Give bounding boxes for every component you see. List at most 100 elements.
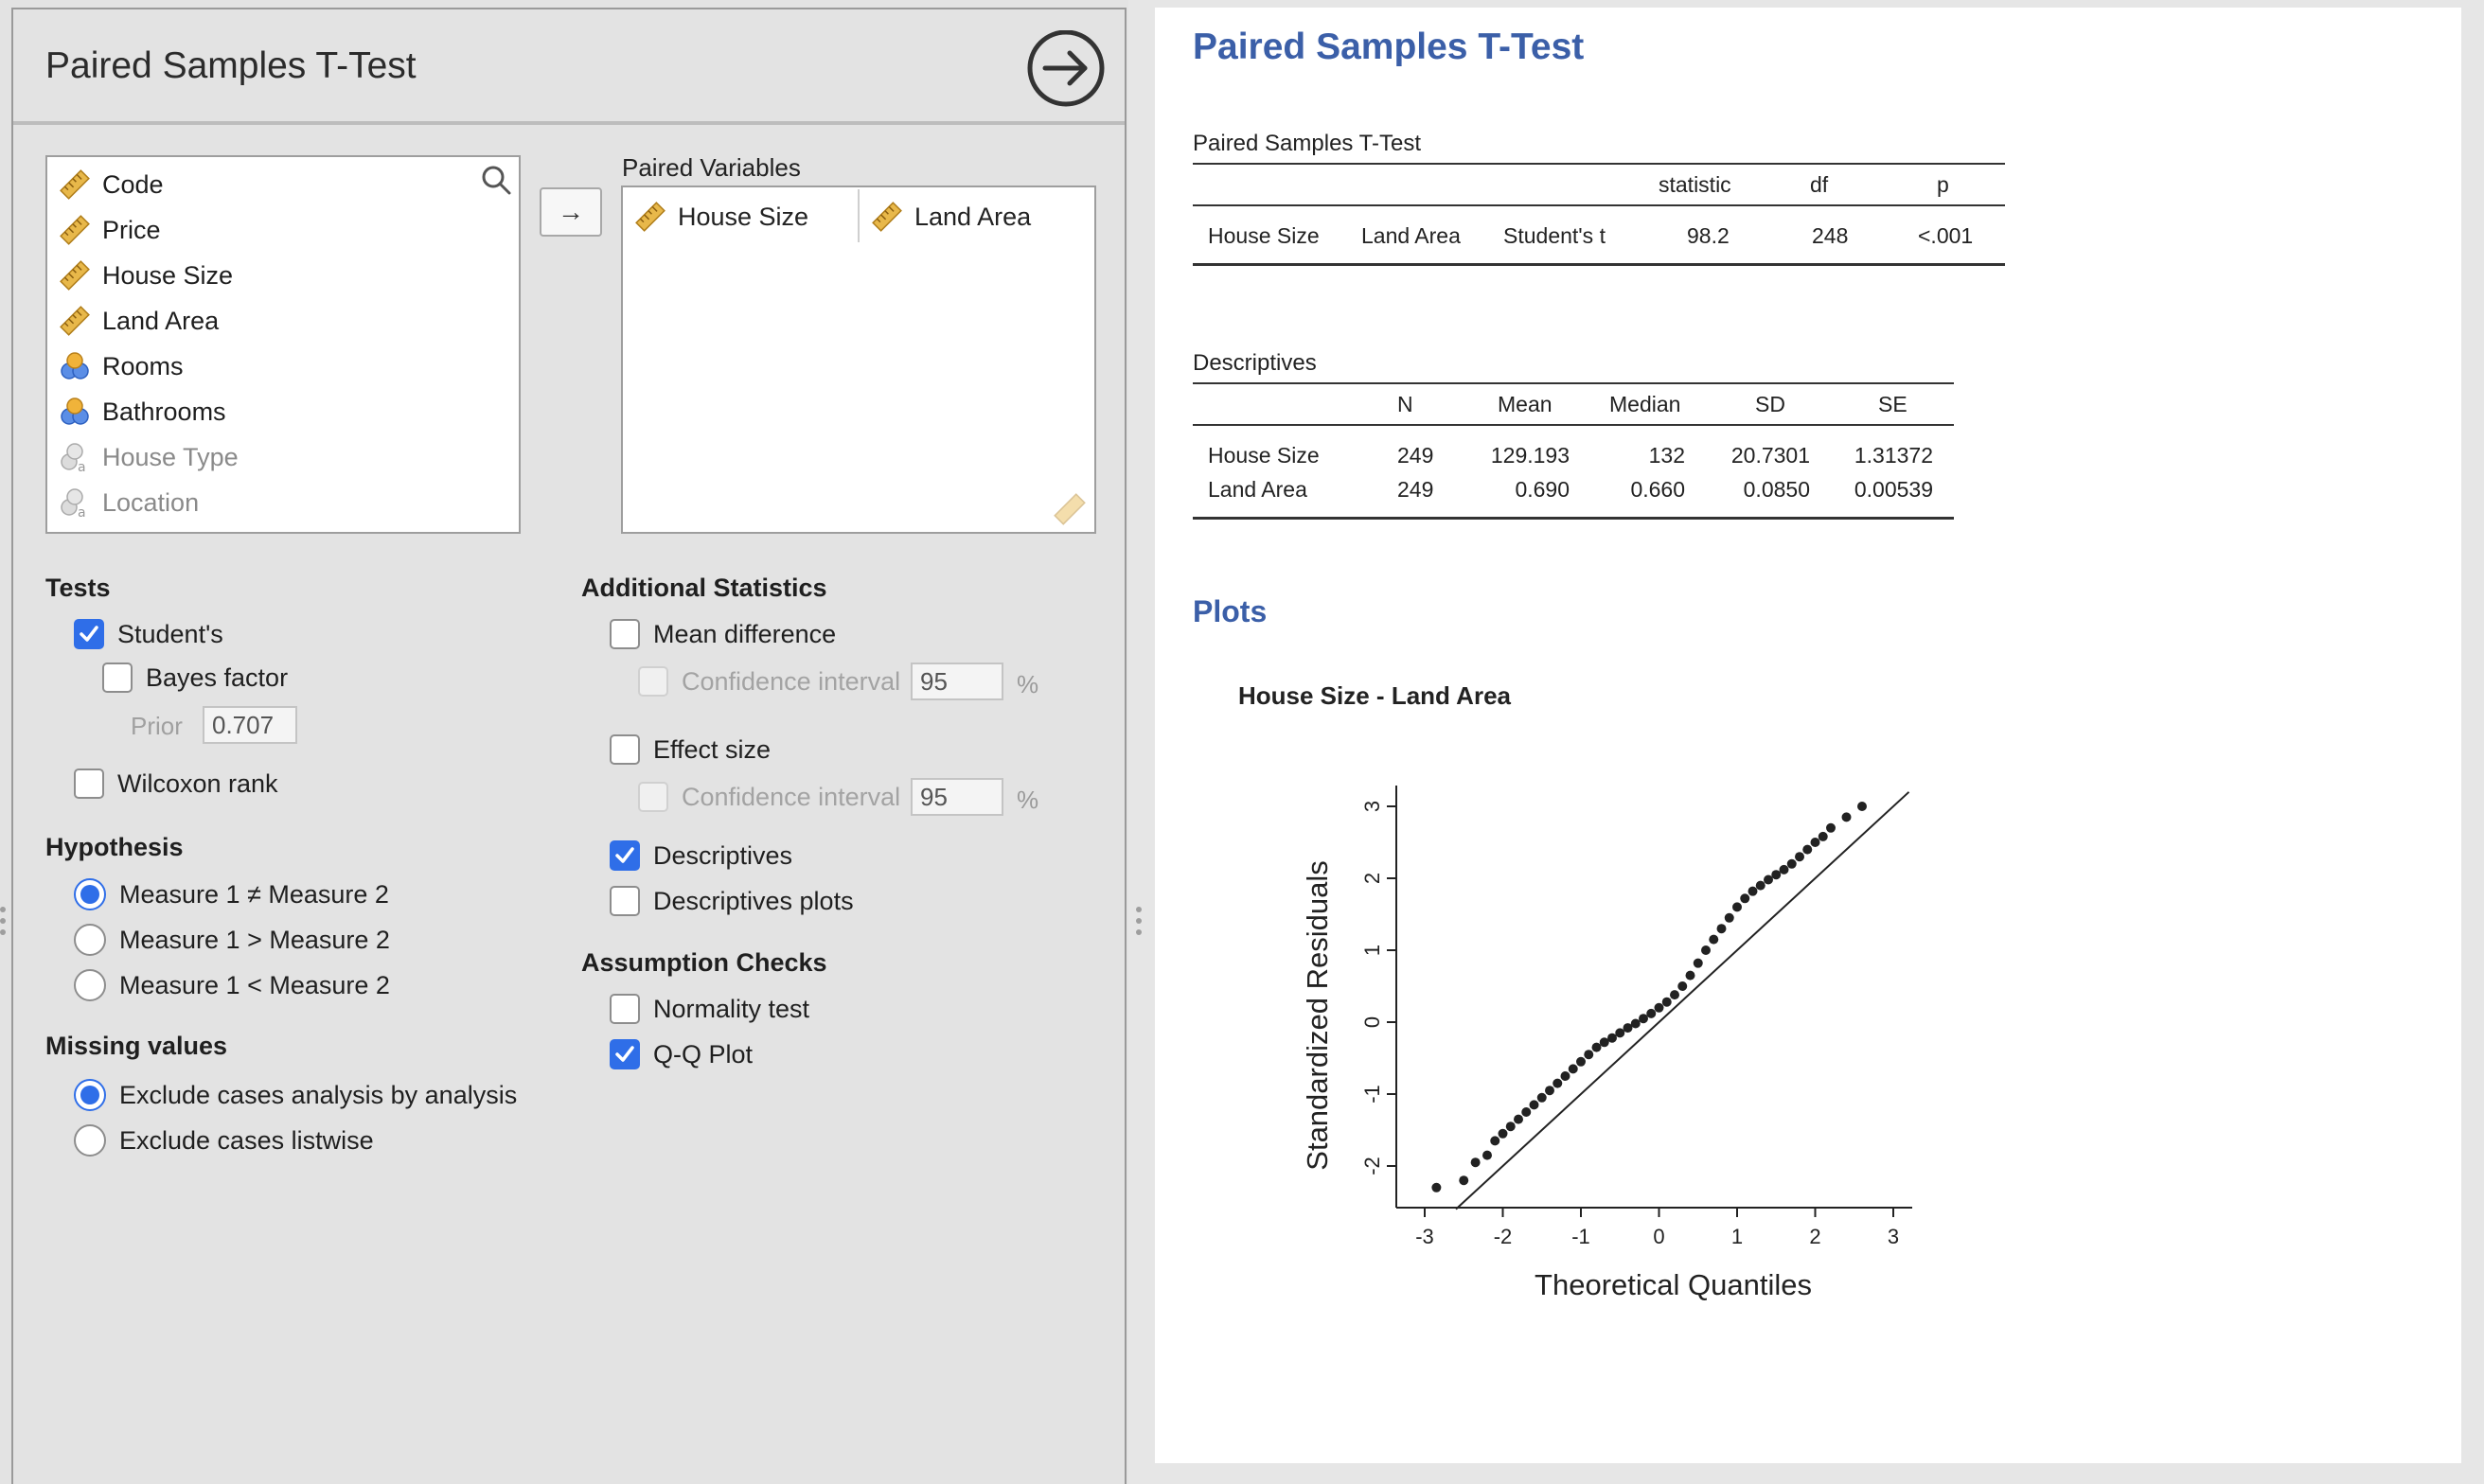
normality-test-checkbox[interactable]: Normality test <box>610 994 809 1024</box>
ci-label: Confidence interval <box>682 782 901 811</box>
checkbox-disabled-icon <box>638 666 668 697</box>
mean-diff-ci-checkbox[interactable]: Confidence interval <box>638 666 900 697</box>
x-tick-label: -3 <box>1415 1225 1434 1248</box>
splitter-grip <box>0 907 6 912</box>
bayes-factor-checkbox[interactable]: Bayes factor <box>102 662 288 693</box>
desc-se: 0.00539 <box>1854 477 1933 502</box>
descriptives-plots-checkbox[interactable]: Descriptives plots <box>610 886 854 916</box>
checkbox-icon <box>610 734 640 765</box>
effect-size-ci-input[interactable]: 95 <box>911 778 1003 816</box>
qq-point <box>1724 912 1734 923</box>
variable-item[interactable]: Land Area <box>59 299 219 343</box>
variable-item[interactable]: Bathrooms <box>59 390 226 433</box>
paired-variables-box[interactable]: House Size Land Area <box>621 186 1096 534</box>
wilcoxon-label: Wilcoxon rank <box>117 768 278 798</box>
checkbox-icon <box>610 994 640 1024</box>
x-tick-label: 3 <box>1888 1225 1899 1248</box>
variable-item[interactable]: Code <box>59 163 164 206</box>
checkbox-icon <box>610 886 640 916</box>
effect-size-ci-checkbox[interactable]: Confidence interval <box>638 782 900 812</box>
normality-label: Normality test <box>653 994 810 1023</box>
hypothesis-heading: Hypothesis <box>45 833 184 861</box>
variable-item[interactable]: a Location <box>59 481 199 524</box>
qq-point <box>1498 1128 1508 1139</box>
qq-point <box>1748 886 1758 896</box>
qq-point <box>1576 1056 1586 1067</box>
table-rule <box>1193 517 1954 520</box>
qq-plot-label: Q-Q Plot <box>653 1039 754 1069</box>
x-tick-label: 2 <box>1809 1225 1820 1248</box>
results-panel <box>1155 8 2461 1463</box>
qq-point <box>1786 858 1797 869</box>
header-p: p <box>1937 172 1949 197</box>
mean-difference-checkbox[interactable]: Mean difference <box>610 619 836 649</box>
panel-splitter[interactable] <box>1128 0 1155 1484</box>
paired-variable-label: House Size <box>678 202 809 231</box>
exclude-analysis-radio[interactable]: Exclude cases analysis by analysis <box>74 1079 517 1111</box>
variable-label: Location <box>102 487 200 517</box>
qq-point <box>1615 1028 1625 1038</box>
qq-point <box>1599 1037 1609 1048</box>
search-icon[interactable] <box>479 163 515 199</box>
hypothesis-option-label: Measure 1 < Measure 2 <box>119 970 390 999</box>
qq-point <box>1857 802 1867 811</box>
splitter-grip <box>0 929 6 935</box>
students-checkbox[interactable]: Student's <box>74 619 223 649</box>
hypothesis-not-equal-radio[interactable]: Measure 1 ≠ Measure 2 <box>74 878 389 910</box>
variable-list[interactable]: Code Price House Size Land Area Rooms Bathroo… <box>45 155 521 534</box>
checkbox-checked-icon <box>610 1039 640 1069</box>
panel-title: Paired Samples T-Test <box>45 45 417 86</box>
desc-sd: 20.7301 <box>1730 443 1810 468</box>
header-df: df <box>1810 172 1829 197</box>
hypothesis-option-label: Measure 1 ≠ Measure 2 <box>119 879 389 909</box>
splitter-grip <box>1136 929 1142 935</box>
qq-point <box>1568 1064 1578 1074</box>
descriptives-checkbox[interactable]: Descriptives <box>610 840 792 871</box>
radio-selected-icon <box>74 878 106 910</box>
qq-point <box>1732 902 1742 912</box>
mean-diff-ci-input[interactable]: 95 <box>911 662 1003 700</box>
exclude-listwise-radio[interactable]: Exclude cases listwise <box>74 1124 374 1157</box>
reference-line <box>1455 791 1910 1210</box>
qq-point <box>1560 1071 1570 1081</box>
qq-point <box>1646 1008 1657 1018</box>
qq-point <box>1482 1150 1492 1160</box>
qq-point <box>1677 981 1688 991</box>
run-arrow-button[interactable] <box>1009 29 1123 144</box>
results-title: Paired Samples T-Test <box>1193 26 1585 67</box>
desc-se: 1.31372 <box>1854 443 1933 468</box>
paired-variable-1[interactable]: House Size <box>634 195 808 238</box>
checkbox-checked-icon <box>610 840 640 871</box>
variable-label: House Type <box>102 442 239 471</box>
ci-label: Confidence interval <box>682 666 901 696</box>
qq-point <box>1740 893 1750 904</box>
qq-plot-checkbox[interactable]: Q-Q Plot <box>610 1039 753 1069</box>
paired-variable-2[interactable]: Land Area <box>871 195 1031 238</box>
variable-item[interactable]: Price <box>59 208 161 252</box>
radio-selected-icon <box>74 1079 106 1111</box>
descriptives-label: Descriptives <box>653 840 793 870</box>
plot-title: House Size - Land Area <box>1238 681 1511 710</box>
table-rule <box>1193 263 2005 266</box>
qq-point <box>1591 1042 1602 1052</box>
effect-size-checkbox[interactable]: Effect size <box>610 734 771 765</box>
variable-item[interactable]: a House Type <box>59 435 239 479</box>
qq-point <box>1661 997 1672 1007</box>
variable-label: Land Area <box>102 306 220 335</box>
ruler-icon <box>60 215 90 245</box>
ordinal-icon <box>61 352 89 380</box>
y-tick-label: -2 <box>1360 1157 1384 1175</box>
move-variable-button[interactable]: → <box>540 187 602 237</box>
variable-item[interactable]: House Size <box>59 254 233 297</box>
qq-point <box>1795 852 1804 862</box>
variable-item[interactable]: Rooms <box>59 344 184 388</box>
hypothesis-less-radio[interactable]: Measure 1 < Measure 2 <box>74 969 390 1001</box>
wilcoxon-checkbox[interactable]: Wilcoxon rank <box>74 768 278 799</box>
qq-point <box>1709 934 1719 945</box>
prior-input[interactable]: 0.707 <box>203 706 297 744</box>
ttest-p: <.001 <box>1918 223 1974 248</box>
hypothesis-greater-radio[interactable]: Measure 1 > Measure 2 <box>74 924 390 956</box>
qq-point <box>1802 844 1813 855</box>
header-mean: Mean <box>1498 392 1552 416</box>
qq-plot: -3 -2 -1 0 1 2 3 -2 -1 0 1 2 3 Theoretical Quantiles S… <box>1301 786 1912 1301</box>
